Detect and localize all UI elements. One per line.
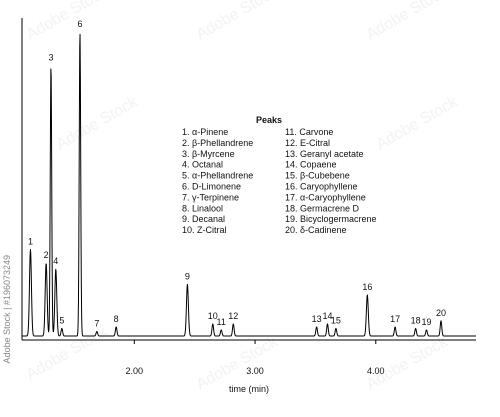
peak-label-6: 6 <box>77 19 82 29</box>
peak-label-15: 15 <box>331 315 341 325</box>
legend-item: 13. Geranyl acetate <box>285 149 364 159</box>
legend-item: 5. α-Phellandrene <box>182 171 253 181</box>
legend-item: 10. Z-Citral <box>182 225 227 235</box>
peak-label-11: 11 <box>217 317 226 327</box>
legend-item: 12. E-Citral <box>285 138 330 148</box>
peak-label-2: 2 <box>44 250 49 260</box>
peak-label-14: 14 <box>322 311 332 321</box>
legend-item: 16. Caryophyllene <box>285 182 358 192</box>
legend-item: 9. Decanal <box>182 214 225 224</box>
peak-label-9: 9 <box>185 271 190 281</box>
peak-label-13: 13 <box>312 314 322 324</box>
x-tick-label: 2.00 <box>126 366 144 376</box>
peak-label-16: 16 <box>362 282 372 292</box>
legend-item: 6. D-Limonene <box>182 182 241 192</box>
peak-label-7: 7 <box>94 318 99 328</box>
x-axis-title: time (min) <box>229 384 269 394</box>
legend-item: 1. α-Pinene <box>182 127 228 137</box>
legend-item: 7. γ-Terpinene <box>182 192 239 202</box>
legend-item: 4. Octanal <box>182 160 223 170</box>
peak-label-1: 1 <box>28 236 33 246</box>
legend-item: 14. Copaene <box>285 160 337 170</box>
x-axis-ticks <box>133 340 377 344</box>
peak-label-12: 12 <box>228 311 238 321</box>
legend-item: 17. α-Caryophyllene <box>285 192 366 202</box>
legend-item: 18. Germacrene D <box>285 203 360 213</box>
peak-label-18: 18 <box>411 315 421 325</box>
peak-label-17: 17 <box>390 314 400 324</box>
peak-label-20: 20 <box>436 308 446 318</box>
peak-label-3: 3 <box>48 52 53 62</box>
legend-item: 11. Carvone <box>285 127 333 137</box>
legend-title: Peaks <box>256 115 282 125</box>
peak-label-4: 4 <box>53 256 58 266</box>
peak-label-5: 5 <box>59 315 64 325</box>
peak-label-8: 8 <box>114 314 119 324</box>
legend-item: 20. δ-Cadinene <box>285 225 347 235</box>
watermark-side-text: Adobe Stock | #196073249 <box>2 255 12 364</box>
chromatogram-trace <box>21 33 477 337</box>
x-axis-tick-labels: 2.00 3.00 4.00 <box>126 366 385 376</box>
legend-item: 8. Linalool <box>182 203 223 213</box>
legend-item: 15. β-Cubebene <box>285 171 350 181</box>
legend-item: 3. β-Myrcene <box>182 149 235 159</box>
peak-label-19: 19 <box>421 317 431 327</box>
legend-item: 2. β-Phellandrene <box>182 138 253 148</box>
x-tick-label: 3.00 <box>246 366 264 376</box>
peak-label-10: 10 <box>208 311 218 321</box>
legend-item: 19. Bicyclogermacrene <box>285 214 377 224</box>
x-tick-label: 4.00 <box>367 366 385 376</box>
